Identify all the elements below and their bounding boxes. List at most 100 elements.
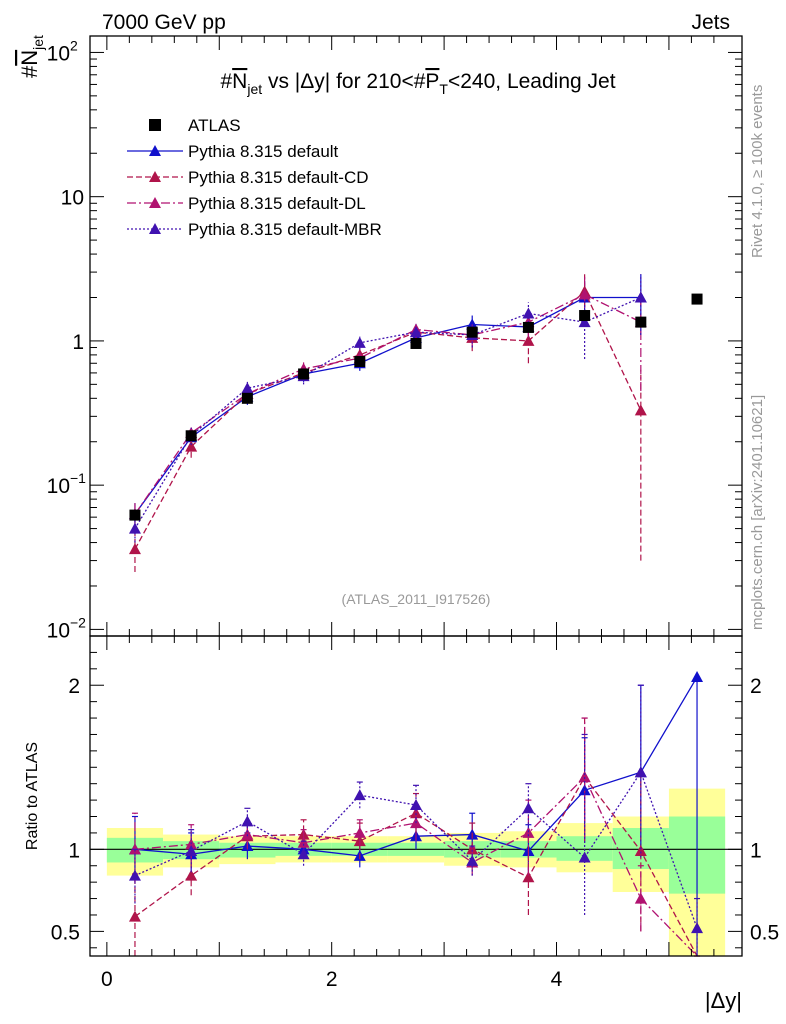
x-tick-label: 0 [101,968,113,991]
ratio-point-dl [634,892,647,904]
ratio-point-mbr [522,802,535,814]
legend-label-cd: Pythia 8.315 default-CD [188,168,369,187]
ratio-point-cd [522,871,535,883]
legend-label-default: Pythia 8.315 default [188,142,339,161]
atlas-data-point [522,321,534,333]
legend-label-dl: Pythia 8.315 default-DL [188,194,366,213]
data-point-mbr [128,522,141,534]
data-point-cd [128,543,141,555]
title-part-p: P [425,70,439,93]
y-tick-label-base: 10 [47,42,70,65]
atlas-data-point [410,337,422,349]
x-tick-label: 2 [326,968,338,991]
ratio-point-cd [466,843,479,855]
ratio-point-mbr [185,844,198,856]
ratio-point-dl [578,771,591,783]
ratio-point-cd [410,807,422,819]
atlas-data-point [354,355,366,367]
y-tick-label-exp: −1 [70,470,86,486]
title-part-nsub: jet [246,81,262,97]
legend-label-mbr: Pythia 8.315 default-MBR [188,220,382,239]
ratio-y-tick-label: 1 [68,839,80,862]
y-tick-label-base: 10 [47,619,70,642]
legend-marker-atlas [149,119,161,131]
ratio-point-dl [297,836,310,848]
ratio-point-mbr [634,766,647,778]
legend-marker-default [149,145,161,156]
ratio-point-dl [522,826,535,838]
title-part-mid: vs |Δy| for 210<# [262,70,426,93]
atlas-data-point [185,430,197,442]
header-right: Jets [691,11,730,34]
y-tick-label-exp: 2 [70,37,78,53]
data-point-cd [522,334,535,346]
x-axis-label: |Δy| [705,988,742,1013]
atlas-data-point [635,316,647,328]
ratio-frame [89,635,743,957]
ratio-y-tick-label: 2 [68,675,80,698]
legend-label-atlas: ATLAS [188,116,241,135]
chart-title: #Njet vs |Δy| for 210<#PT<240, Leading J… [220,70,615,97]
title-part-pre: # [220,70,232,93]
atlas-data-point [298,368,310,380]
data-point-mbr [241,382,254,394]
y-tick-label: 1 [72,331,84,354]
atlas-data-point [579,310,591,322]
data-point-cd [634,404,647,416]
side-label-bottom: mcplots.cern.ch [arXiv:2401.10621] [749,395,766,630]
ratio-y-tick-label-right: 0.5 [750,921,779,944]
ratio-series-line-cd [134,775,698,957]
data-point-mbr [634,291,647,303]
data-point-mbr [578,316,591,328]
y-label-n: N [17,50,42,66]
data-point-mbr [353,336,366,348]
ratio-point-dl [241,828,254,840]
atlas-data-point [241,392,253,404]
ratio-point-cd [185,869,198,881]
ratio-point-default [691,671,704,683]
y-label-sub: jet [30,35,46,51]
data-point-cd [185,440,198,452]
ratio-y-tick-label: 0.5 [51,921,80,944]
title-part-post: <240, Leading Jet [448,70,616,93]
legend-marker-dl [149,197,161,208]
series-line-cd [134,290,642,550]
series-line-dl [134,293,642,515]
ratio-point-mbr [466,854,479,866]
y-tick-label: 10 [61,187,84,210]
ratio-point-mbr [578,851,591,863]
ratio-point-cd [128,910,141,922]
title-part-psub: T [439,81,448,97]
legend-marker-mbr [149,223,161,234]
side-label-top: Rivet 4.1.0, ≥ 100k events [749,85,766,258]
data-point-mbr [522,307,535,319]
atlas-data-point [466,326,478,338]
series-line-default [134,296,641,515]
ratio-point-dl [353,826,366,838]
data-point-mbr [410,326,422,338]
ratio-panel: 0 2 4 0.5 0.5 1 1 2 2 Ratio to ATLAS |Δy| [24,635,779,1013]
ratio-y-tick-label-right: 1 [750,839,762,862]
ratio-point-mbr [410,799,422,811]
ratio-point-mbr [353,789,366,801]
y-tick-label-exp: −2 [70,614,86,630]
ratio-y-tick-label-right: 2 [750,675,762,698]
ratio-point-mbr [128,869,141,881]
y-label-prefix: # [17,65,42,78]
ratio-point-mbr [241,815,254,827]
ratio-point-mbr [297,848,310,860]
atlas-data-point [691,293,703,305]
ratio-point-mbr [691,922,704,934]
y-tick-label-base: 10 [47,475,70,498]
main-y-axis-label: #Njet [17,35,46,78]
ratio-y-axis-label: Ratio to ATLAS [24,742,41,850]
ratio-point-cd [634,844,647,856]
data-point-dl [578,288,591,300]
series-line-mbr [134,296,642,529]
atlas-data-point [129,509,141,521]
x-tick-label: 4 [551,968,563,991]
analysis-tag: (ATLAS_2011_I917526) [342,591,491,607]
legend-marker-cd [149,171,161,182]
